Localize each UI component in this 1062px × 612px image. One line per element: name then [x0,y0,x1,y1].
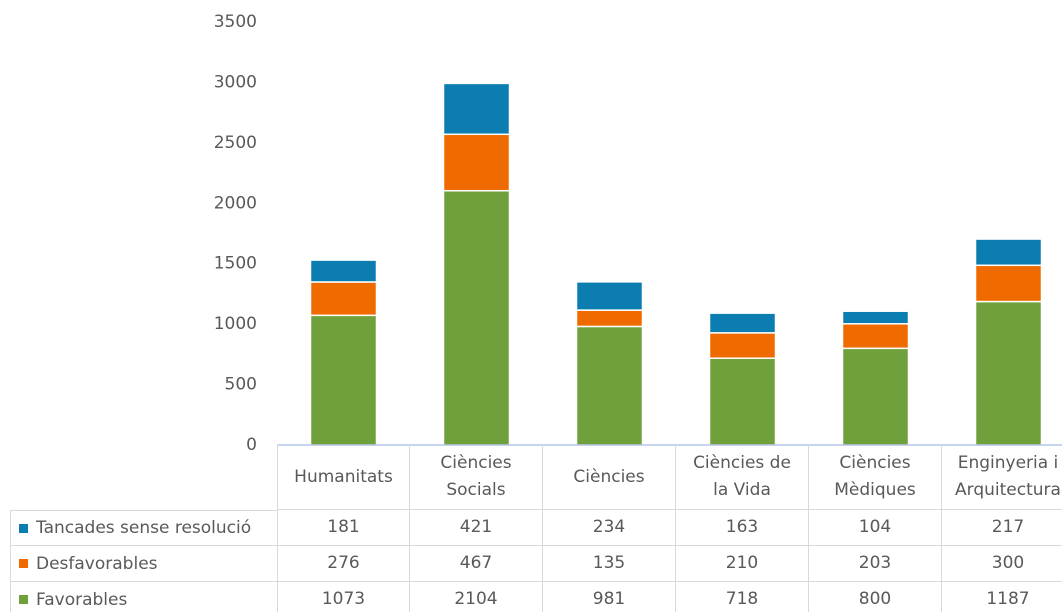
table-value: 276 [277,546,410,582]
legend-label: Desfavorables [36,553,158,574]
legend-entry: Tancades sense resolució [10,510,278,546]
table-value: 718 [676,582,809,612]
bar-segment [309,314,378,446]
table-value: 181 [277,510,410,546]
table-value: 467 [410,546,543,582]
table-value: 421 [410,510,543,546]
y-tick-label: 3500 [214,12,257,32]
bar-segment [841,310,910,325]
y-tick-label: 3000 [214,72,257,92]
table-value: 163 [676,510,809,546]
bar-segment [974,238,1043,267]
table-value: 981 [543,582,676,612]
legend-swatch [19,595,28,604]
category-label: Ciències Socials [410,445,543,510]
table-value: 234 [543,510,676,546]
table-value: 135 [543,546,676,582]
bar-segment [442,189,511,446]
bar-segment [974,264,1043,303]
bar-segment [575,309,644,328]
legend-entry: Favorables [10,582,278,612]
bar-segment [974,300,1043,446]
category-label: Enginyeria i Arquitectura [942,445,1062,510]
legend-swatch [19,559,28,568]
bar-segment [309,259,378,283]
table-value: 210 [676,546,809,582]
legend-swatch [19,523,28,533]
y-tick-label: 2000 [214,193,257,213]
table-value: 2104 [410,582,543,612]
bar-segment [575,325,644,446]
bar-segment [442,133,511,192]
bar-segment [575,281,644,311]
y-tick-label: 0 [246,435,257,455]
bar-segment [708,332,777,359]
bar-segment [708,357,777,446]
y-tick-label: 2500 [214,133,257,153]
category-label: Ciències de la Vida [676,445,809,510]
legend-label: Favorables [36,589,128,610]
legend-entry: Desfavorables [10,546,278,582]
bar-segment [708,312,777,334]
table-value: 300 [942,546,1062,582]
bar-segment [841,347,910,446]
table-value: 203 [809,546,942,582]
category-label: Ciències Mèdiques [809,445,942,510]
table-value: 1073 [277,582,410,612]
table-value: 1187 [942,582,1062,612]
bar-segment [309,281,378,317]
bar-segment [841,323,910,350]
table-value: 217 [942,510,1062,546]
table-value: 800 [809,582,942,612]
legend-label: Tancades sense resolució [36,518,252,538]
y-tick-label: 500 [225,375,257,395]
bar-segment [442,82,511,136]
table-value: 104 [809,510,942,546]
y-tick-label: 1500 [214,254,257,274]
category-label: Humanitats [277,445,410,510]
y-tick-label: 1000 [214,314,257,334]
category-label: Ciències [543,445,676,510]
